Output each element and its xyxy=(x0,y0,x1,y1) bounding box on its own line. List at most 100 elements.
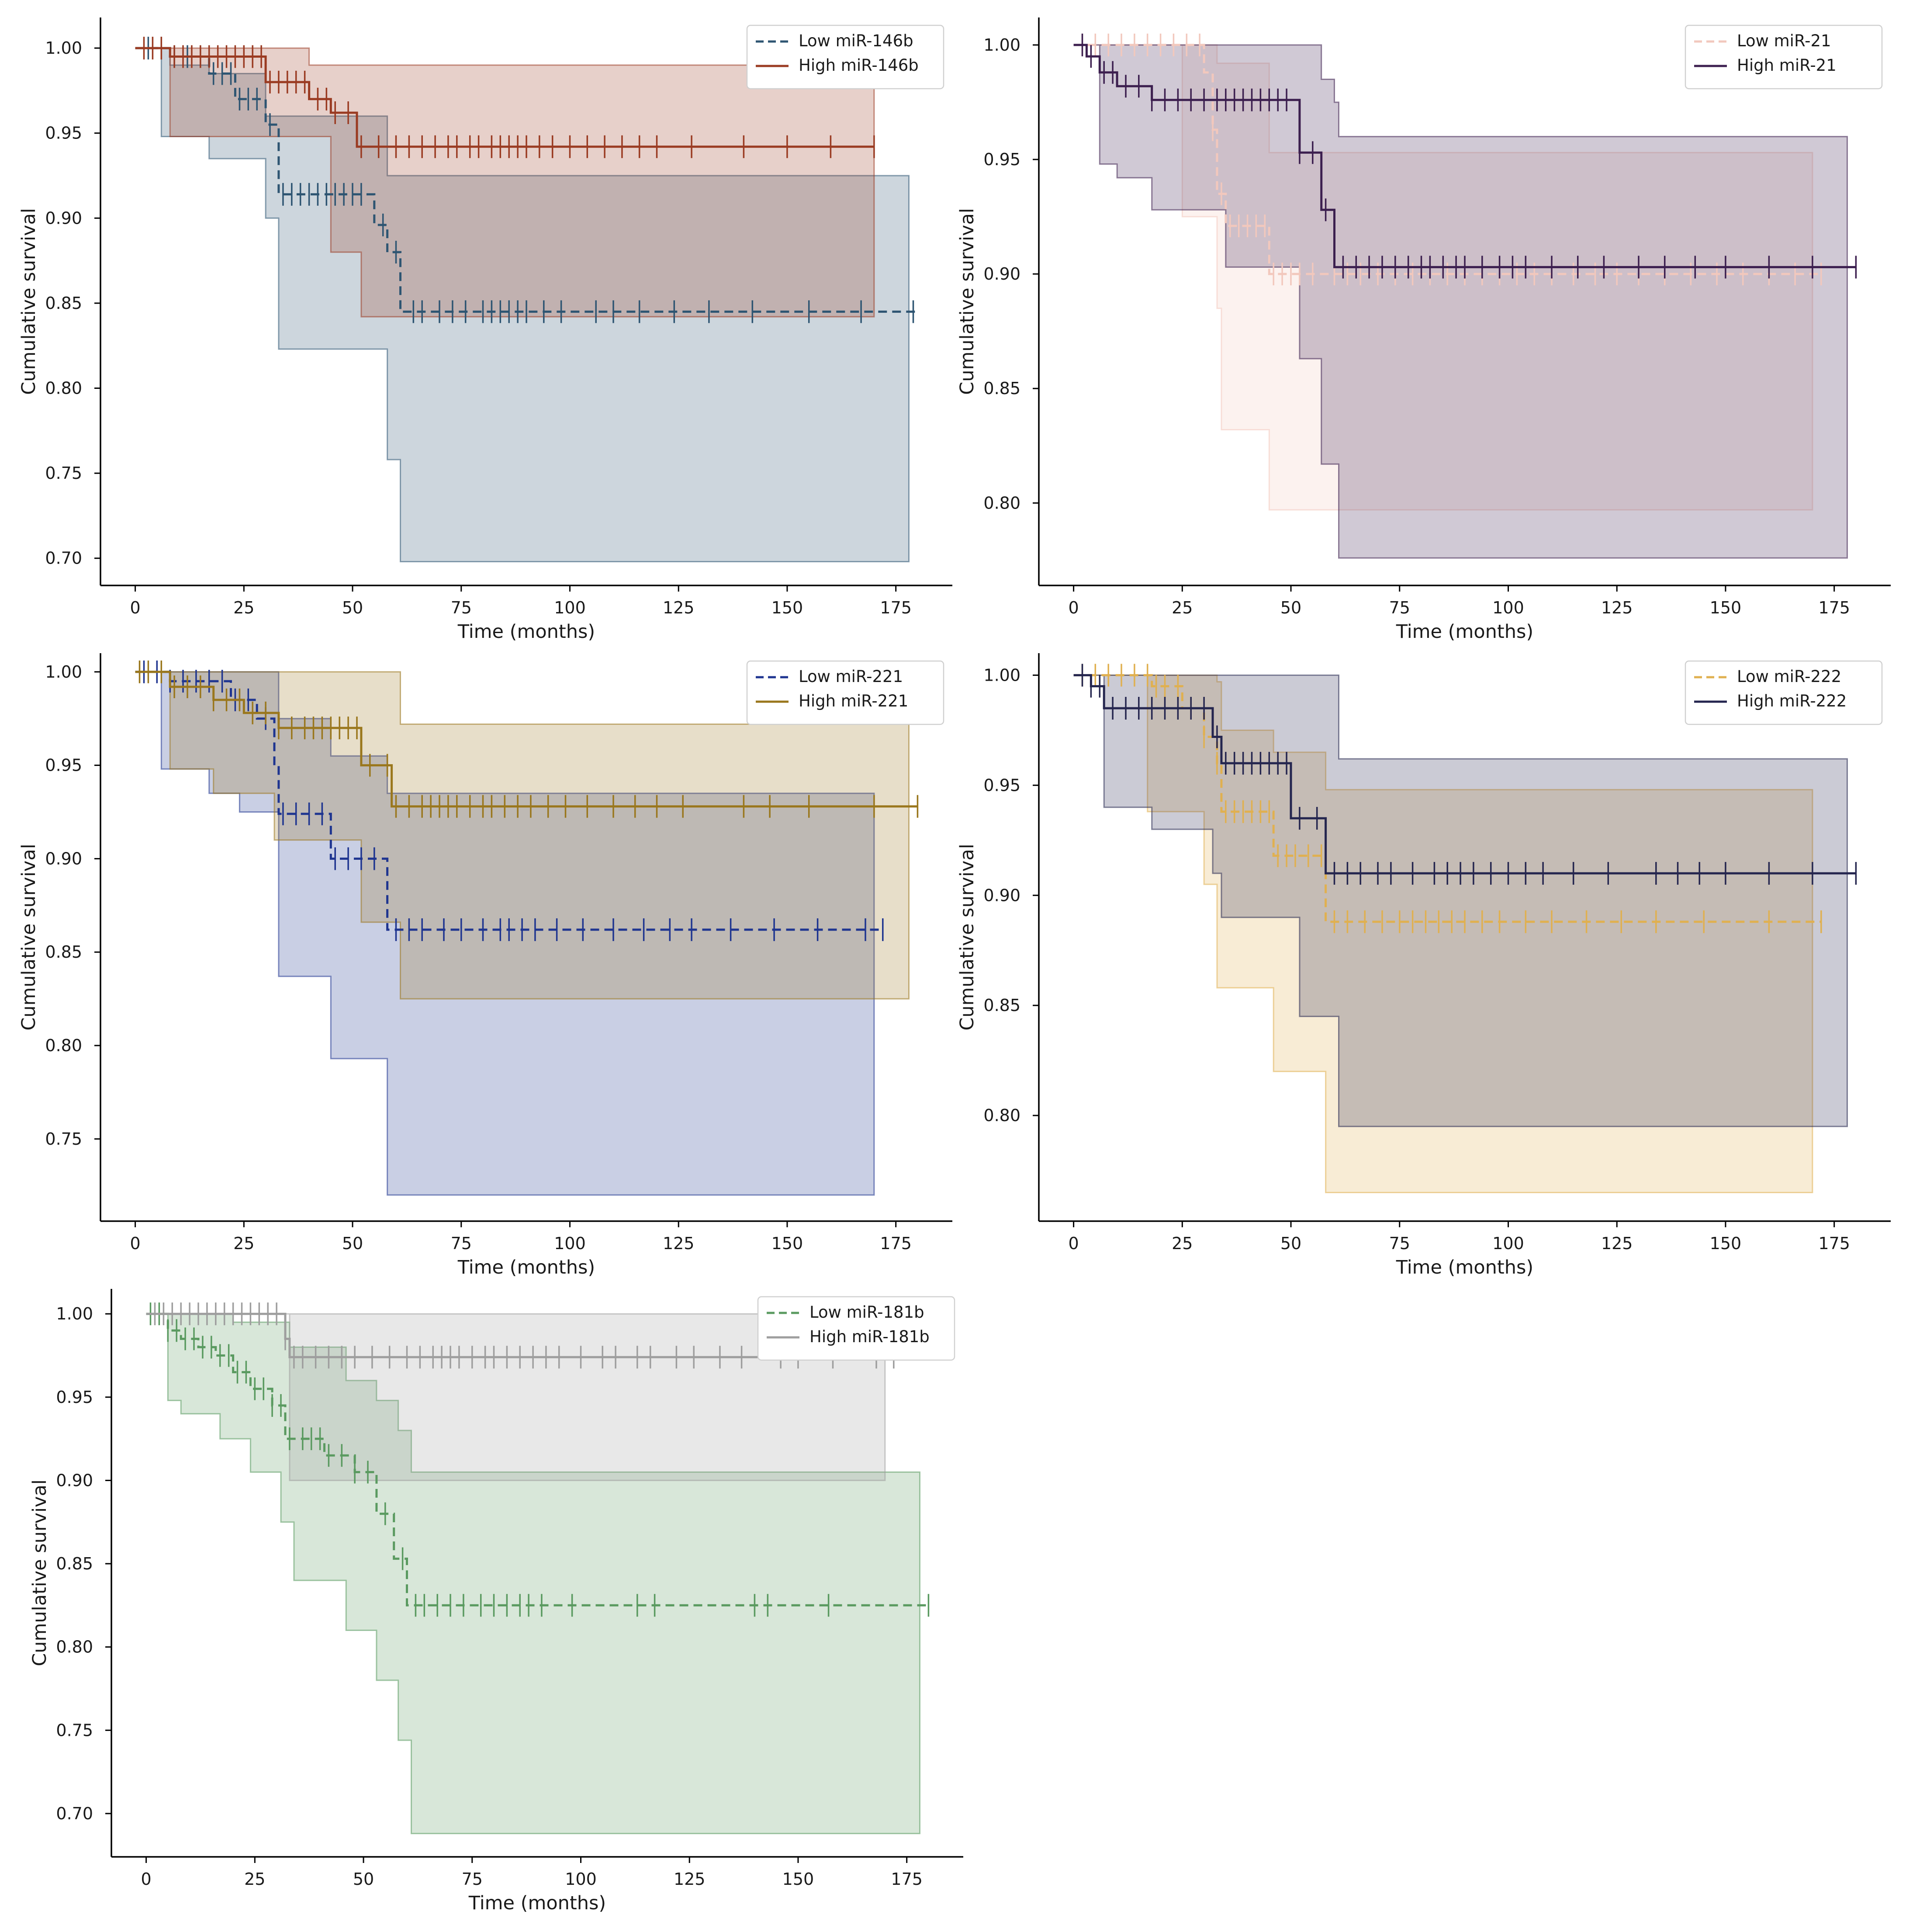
x-tick-label: 75 xyxy=(1389,1234,1410,1253)
y-axis-title: Cumulative survival xyxy=(956,208,978,395)
y-tick-label: 1.00 xyxy=(983,665,1020,685)
y-tick-label: 0.75 xyxy=(45,1129,82,1149)
x-tick-label: 100 xyxy=(554,1234,586,1253)
x-tick-label: 0 xyxy=(130,598,140,617)
ci-band-low xyxy=(146,1313,920,1835)
x-tick-label: 125 xyxy=(663,1234,695,1253)
y-tick-label: 0.90 xyxy=(45,849,82,868)
x-tick-label: 25 xyxy=(233,598,254,617)
survival-curve-low xyxy=(1073,44,1821,275)
y-tick-label: 0.85 xyxy=(983,996,1020,1015)
ci-band-low xyxy=(135,47,910,562)
y-tick-label: 0.80 xyxy=(45,1036,82,1055)
legend-label-low: Low miR-146b xyxy=(799,31,913,50)
legend-frame xyxy=(1685,660,1883,725)
y-tick-label: 0.80 xyxy=(983,1106,1020,1125)
x-tick-label: 75 xyxy=(451,598,472,617)
y-tick-label: 0.70 xyxy=(45,549,82,568)
x-tick-label: 0 xyxy=(141,1870,151,1889)
x-tick-label: 50 xyxy=(342,598,363,617)
ci-band-high xyxy=(1073,674,1848,1127)
ci-band-high xyxy=(1073,44,1848,559)
legend-label-high: High miR-222 xyxy=(1737,692,1847,710)
km-panel-4: 0 25 50 75 100 125 150 175 0.80 0.85 0.90 0.95 1.00 T… xyxy=(956,653,1891,1278)
x-axis-title: Time (months) xyxy=(457,1257,595,1278)
legend-label-low: Low miR-222 xyxy=(1737,667,1841,686)
y-tick-label: 1.00 xyxy=(45,38,82,58)
y-axis-title: Cumulative survival xyxy=(18,844,40,1031)
y-tick-label: 0.90 xyxy=(56,1471,93,1490)
y-tick-label: 0.85 xyxy=(45,942,82,962)
x-tick-label: 25 xyxy=(244,1870,265,1889)
y-tick-label: 0.95 xyxy=(56,1388,93,1407)
x-tick-label: 25 xyxy=(1172,1234,1193,1253)
legend-label-low: Low miR-221 xyxy=(799,667,903,686)
km-panel-1: 0 25 50 75 100 125 150 175 0.70 0.75 0.80 0.85 0.90 0… xyxy=(18,17,952,643)
y-tick-label: 0.90 xyxy=(983,886,1020,905)
y-tick-label: 0.80 xyxy=(56,1638,93,1657)
ci-band-high xyxy=(135,47,875,318)
y-axis-title: Cumulative survival xyxy=(18,208,40,395)
legend: Low miR-146b High miR-146b xyxy=(746,24,944,90)
x-tick-label: 0 xyxy=(130,1234,140,1253)
x-tick-label: 150 xyxy=(782,1870,814,1889)
x-tick-label: 150 xyxy=(1710,598,1742,617)
legend-label-low: Low miR-21 xyxy=(1737,31,1831,50)
legend: Low miR-181b High miR-181b xyxy=(757,1296,955,1361)
y-tick-label: 1.00 xyxy=(983,35,1020,55)
legend: Low miR-21 High miR-21 xyxy=(1685,24,1883,90)
y-tick-label: 0.75 xyxy=(56,1721,93,1740)
legend-label-high: High miR-221 xyxy=(799,692,908,710)
x-axis-title: Time (months) xyxy=(1396,621,1533,643)
y-tick-label: 0.95 xyxy=(45,756,82,775)
y-tick-label: 0.75 xyxy=(45,464,82,483)
legend-label-high: High miR-181b xyxy=(809,1327,930,1346)
x-tick-label: 125 xyxy=(674,1870,706,1889)
x-tick-label: 125 xyxy=(1601,598,1633,617)
x-tick-label: 150 xyxy=(771,1234,803,1253)
x-tick-label: 25 xyxy=(1172,598,1193,617)
x-tick-label: 175 xyxy=(1818,598,1850,617)
y-tick-label: 0.90 xyxy=(45,208,82,228)
x-tick-label: 175 xyxy=(1818,1234,1850,1253)
y-tick-label: 0.85 xyxy=(983,379,1020,398)
x-tick-label: 75 xyxy=(462,1870,483,1889)
x-tick-label: 175 xyxy=(880,1234,912,1253)
y-tick-label: 0.85 xyxy=(56,1554,93,1573)
y-tick-label: 0.95 xyxy=(45,124,82,143)
x-tick-label: 100 xyxy=(1492,1234,1524,1253)
x-axis-title: Time (months) xyxy=(468,1892,606,1914)
x-axis-title: Time (months) xyxy=(1396,1257,1533,1278)
km-panel-3: 0 25 50 75 100 125 150 175 0.75 0.80 0.85 0.90 0.95 1… xyxy=(18,653,952,1278)
x-tick-label: 25 xyxy=(233,1234,254,1253)
y-axis-title: Cumulative survival xyxy=(29,1479,51,1666)
y-axis-title: Cumulative survival xyxy=(956,844,978,1031)
x-axis-title: Time (months) xyxy=(457,621,595,643)
y-tick-label: 0.80 xyxy=(45,379,82,398)
x-tick-label: 50 xyxy=(353,1870,374,1889)
km-panel-5: 0 25 50 75 100 125 150 175 0.70 0.75 0.80 0.85 0.90 0… xyxy=(29,1289,963,1914)
y-tick-label: 1.00 xyxy=(45,662,82,682)
legend-label-high: High miR-146b xyxy=(799,56,919,75)
legend-frame xyxy=(746,24,944,90)
y-tick-label: 0.95 xyxy=(983,776,1020,795)
legend-frame xyxy=(746,660,944,725)
legend-label-high: High miR-21 xyxy=(1737,56,1837,75)
x-tick-label: 150 xyxy=(771,598,803,617)
x-tick-label: 100 xyxy=(565,1870,597,1889)
y-tick-label: 0.70 xyxy=(56,1804,93,1823)
x-tick-label: 100 xyxy=(1492,598,1524,617)
legend-frame xyxy=(757,1296,955,1361)
ci-band-high xyxy=(146,1313,886,1481)
y-tick-label: 0.85 xyxy=(45,294,82,313)
legend: Low miR-222 High miR-222 xyxy=(1685,660,1883,725)
y-tick-label: 0.95 xyxy=(983,150,1020,169)
legend-label-low: Low miR-181b xyxy=(809,1303,924,1322)
x-tick-label: 50 xyxy=(1280,1234,1301,1253)
x-tick-label: 0 xyxy=(1068,598,1079,617)
legend-frame xyxy=(1685,24,1883,90)
ci-band-high xyxy=(135,671,910,1000)
survival-curve-high xyxy=(135,47,874,148)
legend: Low miR-221 High miR-221 xyxy=(746,660,944,725)
